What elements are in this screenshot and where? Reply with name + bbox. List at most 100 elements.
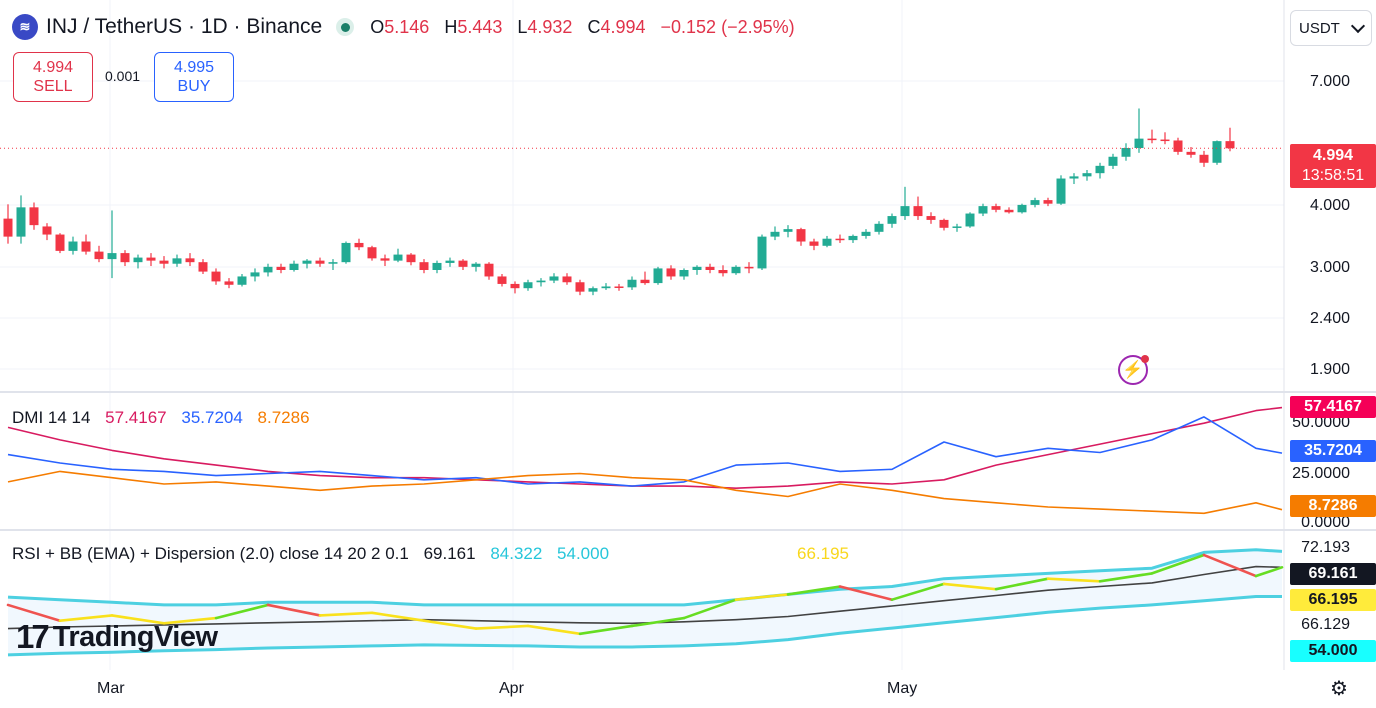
price-axis-label: 7.000: [1309, 73, 1350, 90]
buy-button[interactable]: 4.995 BUY: [154, 52, 234, 102]
candle-body: [263, 266, 273, 273]
candle-body: [393, 254, 403, 261]
candle-body: [679, 270, 689, 277]
dmi-axis-label: 0.0000: [1301, 514, 1350, 531]
candle-body: [380, 258, 390, 261]
candle-body: [276, 266, 286, 271]
dmi-legend[interactable]: DMI 14 14 57.4167 35.7204 8.7286: [12, 408, 320, 428]
candle-body: [1173, 140, 1183, 152]
spread-value: 0.001: [105, 68, 141, 84]
candle-body: [328, 262, 338, 264]
bb-upper-value: 84.322: [490, 544, 543, 563]
sell-price: 4.994: [32, 59, 74, 76]
candle-body: [965, 213, 975, 227]
candle-body: [835, 238, 845, 241]
candle-body: [887, 216, 897, 224]
market-open-icon: [336, 18, 355, 36]
candle-body: [978, 206, 988, 214]
candle-body: [1043, 200, 1053, 204]
dmi-title: DMI 14 14: [12, 408, 91, 427]
rsi-segment: [1046, 577, 1102, 583]
candle-body: [575, 282, 585, 292]
candle-body: [601, 286, 611, 289]
candle-body: [224, 281, 234, 285]
price-axis-label: 1.900: [1309, 361, 1350, 378]
candle-body: [1082, 173, 1092, 177]
candle-body: [341, 242, 351, 263]
candle-body: [796, 229, 806, 242]
minus-di-value: 8.7286: [257, 408, 310, 427]
currency-value: USDT: [1299, 19, 1340, 37]
candle-body: [1004, 209, 1014, 213]
rsi-axis-label: 72.193: [1301, 539, 1350, 556]
price-change: −0.152 (−2.95%): [660, 16, 795, 37]
candle-body: [1199, 154, 1209, 163]
candle-body: [1017, 204, 1027, 213]
candle-body: [731, 266, 741, 274]
candle-body: [185, 258, 195, 263]
minus-di-line: [7, 470, 1283, 515]
rsi-segment: [890, 582, 946, 601]
currency-select[interactable]: USDT: [1290, 10, 1372, 46]
plus-di-tag: 35.7204: [1290, 440, 1376, 462]
candle-body: [705, 266, 715, 271]
candle-body: [3, 218, 13, 237]
candle-body: [16, 207, 26, 237]
candle-body: [744, 266, 754, 269]
rsi-segment: [942, 582, 998, 591]
rsi-segment: [6, 603, 62, 623]
bb-lower-line: [7, 595, 1282, 657]
pane-separators: [0, 0, 1376, 670]
candle-body: [1121, 148, 1131, 157]
candle-body: [159, 260, 169, 264]
plus-di-line: [7, 416, 1283, 487]
basis-tag: 66.195: [1290, 589, 1376, 611]
candle-body: [614, 286, 624, 288]
candle-body: [302, 260, 312, 264]
candle-body: [107, 253, 117, 260]
candle-body: [640, 279, 650, 284]
settings-icon[interactable]: ⚙: [1330, 678, 1348, 700]
plus-di-value: 35.7204: [181, 408, 243, 427]
symbol-legend[interactable]: ≋ INJ / TetherUS · 1D · Binance O5.146 H…: [12, 14, 805, 40]
candle-body: [1160, 139, 1170, 142]
candle-body: [55, 234, 65, 251]
rsi-annotation: 66.195: [797, 544, 849, 563]
candle-body: [1056, 178, 1066, 204]
candle-body: [549, 276, 559, 281]
candle-body: [653, 268, 663, 284]
candle-body: [289, 263, 299, 271]
candle-body: [666, 268, 676, 277]
flash-icon[interactable]: ⚡: [1118, 355, 1149, 385]
candle-body: [1134, 138, 1144, 149]
grid-lines: [0, 0, 1284, 670]
rsi-segment: [110, 614, 166, 625]
candle-body: [419, 262, 429, 271]
rsi-segment: [1254, 566, 1284, 578]
candle-body: [1147, 138, 1157, 141]
candle-body: [120, 253, 130, 263]
buy-label: BUY: [177, 78, 211, 95]
candlestick-series: [3, 108, 1235, 296]
candle-body: [861, 231, 871, 236]
candle-body: [900, 206, 910, 217]
sell-button[interactable]: 4.994 SELL: [13, 52, 93, 102]
dmi-axis-label: 25.0000: [1292, 465, 1350, 482]
dmi-lines: [7, 406, 1283, 515]
candle-body: [406, 254, 416, 263]
rsi-legend[interactable]: RSI + BB (EMA) + Dispersion (2.0) close …: [12, 544, 619, 564]
candle-body: [874, 223, 884, 232]
tradingview-logo: 17 TradingView: [16, 618, 218, 655]
last-price-tag: 4.994 13:58:51: [1290, 144, 1376, 188]
chevron-down-icon: [1350, 18, 1366, 34]
candle-body: [952, 226, 962, 228]
rsi-segment: [1098, 572, 1154, 583]
candle-body: [133, 257, 143, 263]
rsi-segment: [838, 585, 894, 601]
price-axis-label: 4.000: [1309, 197, 1350, 214]
rsi-lines: [6, 548, 1284, 657]
dmi-axis-label: 50.0000: [1292, 414, 1350, 431]
candle-body: [536, 280, 546, 283]
bar-countdown: 13:58:51: [1301, 167, 1365, 184]
